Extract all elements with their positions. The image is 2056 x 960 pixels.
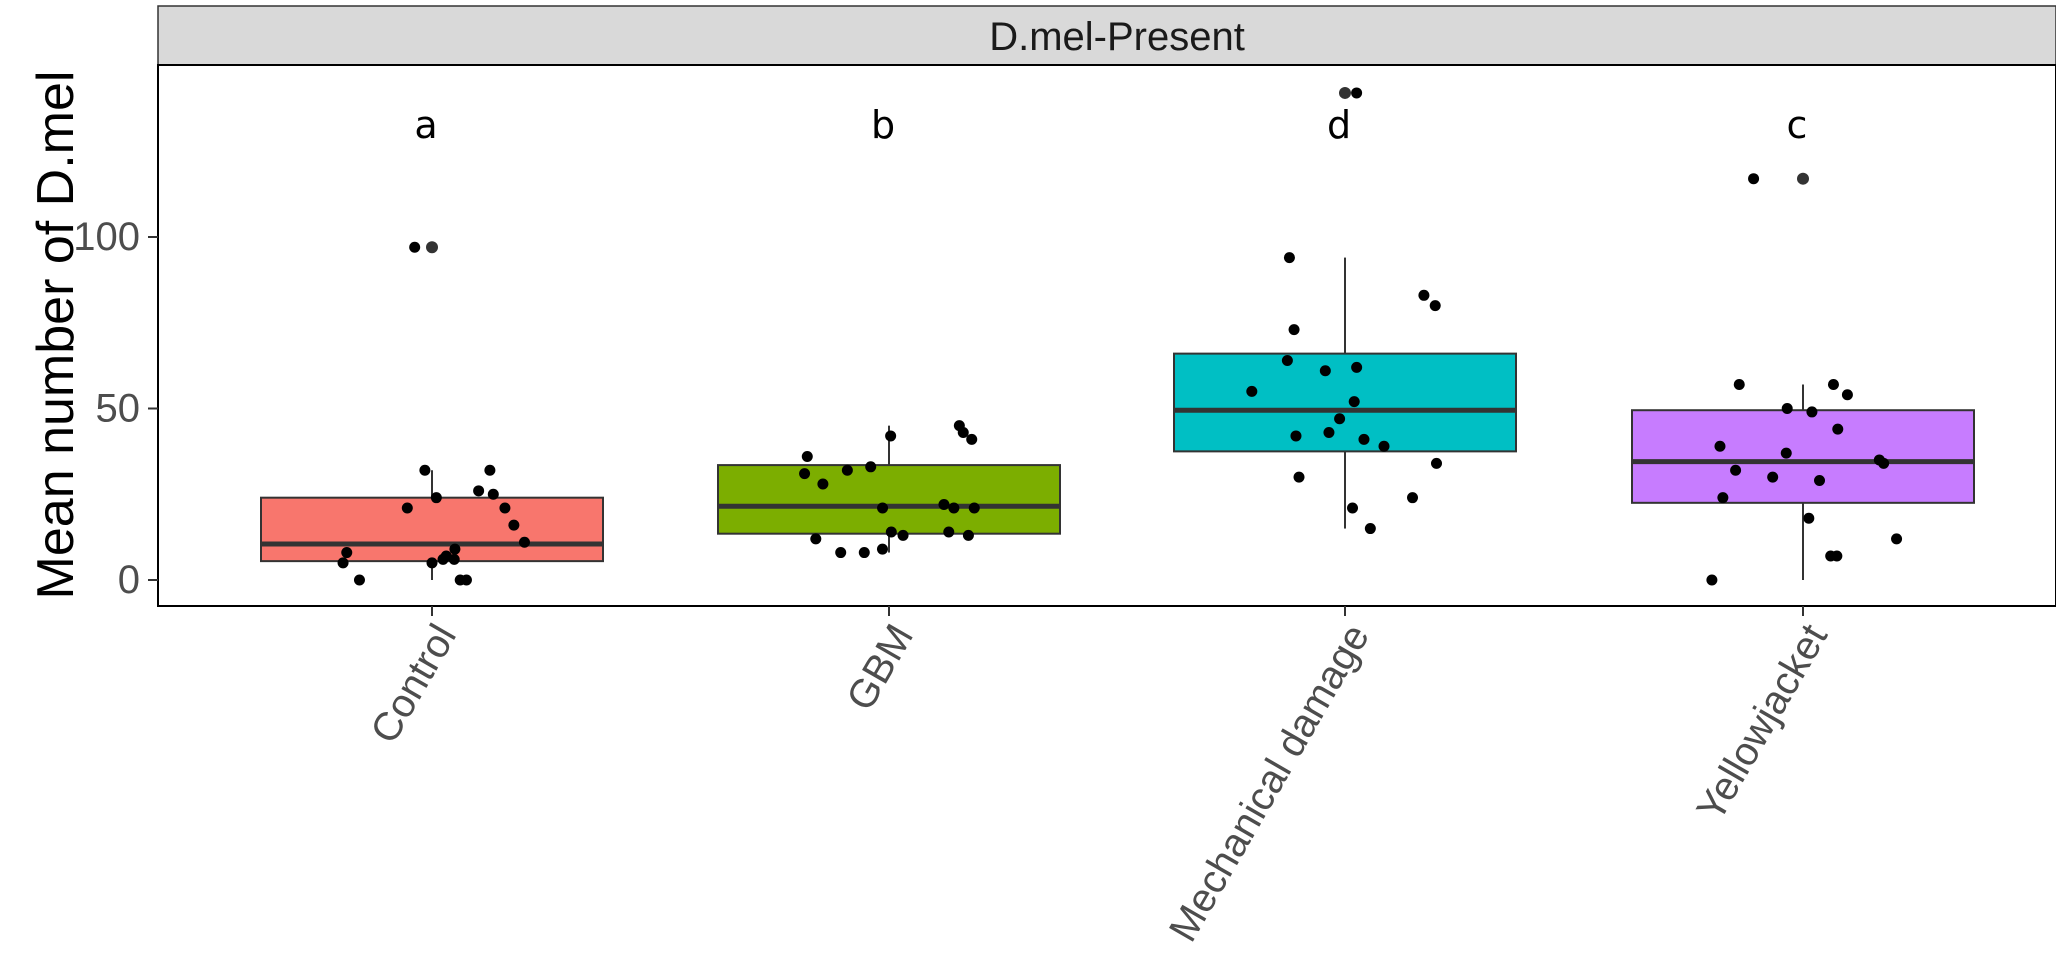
data-point (897, 529, 909, 541)
data-point (1748, 173, 1760, 185)
data-point (1733, 378, 1745, 390)
y-tick-label: 0 (118, 558, 140, 602)
data-point (1717, 492, 1729, 504)
data-point (1364, 523, 1376, 535)
data-point (337, 557, 349, 569)
data-point (473, 485, 485, 497)
data-point (858, 547, 870, 559)
data-point (1706, 574, 1718, 586)
data-point (801, 451, 813, 463)
significance-letter: c (1787, 103, 1808, 147)
data-point (341, 547, 353, 559)
data-point (1246, 385, 1258, 397)
facet-strip-label: D.mel-Present (989, 15, 1245, 59)
data-point (426, 557, 438, 569)
data-point (1358, 433, 1370, 445)
y-axis-label: Mean number of D.mel (27, 71, 85, 600)
data-point (817, 478, 829, 490)
data-point (440, 550, 452, 562)
data-point (1347, 502, 1359, 514)
data-point (938, 499, 950, 511)
data-point (1418, 289, 1430, 301)
data-point (484, 464, 496, 476)
panel-border (157, 64, 2056, 607)
data-point (943, 526, 955, 538)
data-point (1827, 378, 1839, 390)
data-point (454, 574, 466, 586)
data-point (876, 543, 888, 555)
significance-letter: b (871, 103, 895, 147)
data-point (430, 492, 442, 504)
data-point (1814, 475, 1826, 487)
data-point (865, 461, 877, 473)
data-point (401, 502, 413, 514)
data-point (1293, 471, 1305, 483)
data-point (1873, 454, 1885, 466)
data-point (962, 529, 974, 541)
data-point (1429, 300, 1441, 312)
data-point (1730, 464, 1742, 476)
outlier-point (1797, 172, 1809, 185)
significance-letter: d (1327, 103, 1351, 147)
data-point (1891, 533, 1903, 545)
significance-letter: a (414, 103, 437, 147)
data-point (885, 430, 897, 442)
data-point (1841, 389, 1853, 401)
data-point (1290, 430, 1302, 442)
data-point (1780, 447, 1792, 459)
data-point (1378, 440, 1390, 452)
data-point (877, 502, 889, 514)
data-point (1714, 440, 1726, 452)
data-point (499, 502, 511, 514)
outlier-point (426, 241, 438, 254)
data-point (1281, 354, 1293, 366)
data-point (449, 543, 461, 555)
data-point (1806, 406, 1818, 418)
data-point (518, 536, 530, 548)
data-point (968, 502, 980, 514)
y-tick-label: 50 (96, 387, 141, 431)
data-point (1334, 413, 1346, 425)
data-point (409, 241, 421, 253)
data-point (1832, 423, 1844, 435)
data-point (810, 533, 822, 545)
data-point (419, 464, 431, 476)
data-point (1288, 324, 1300, 336)
data-point (1430, 457, 1442, 469)
data-point (966, 433, 978, 445)
data-point (835, 547, 847, 559)
data-point (1831, 550, 1843, 562)
data-point (841, 464, 853, 476)
data-point (508, 519, 520, 531)
data-point (1803, 512, 1815, 524)
data-point (1781, 403, 1793, 414)
y-tick-label: 100 (73, 215, 140, 259)
data-point (1283, 252, 1295, 264)
data-point (885, 526, 897, 538)
data-point (1323, 427, 1335, 439)
data-point (948, 502, 960, 514)
data-point (957, 427, 969, 439)
data-point (1767, 471, 1779, 483)
data-point (1348, 396, 1360, 408)
outlier-point (1339, 86, 1351, 99)
box-control (260, 496, 604, 563)
data-point (1351, 361, 1363, 373)
data-point (799, 468, 811, 480)
data-point (353, 574, 365, 586)
data-point (1351, 87, 1363, 99)
data-point (1319, 365, 1331, 377)
box-mechanical-damage (1173, 352, 1517, 453)
data-point (1407, 492, 1419, 504)
box-yellowjacket (1631, 409, 1975, 504)
box-gbm (717, 464, 1061, 535)
facet-strip (157, 5, 2056, 66)
data-point (487, 488, 499, 500)
